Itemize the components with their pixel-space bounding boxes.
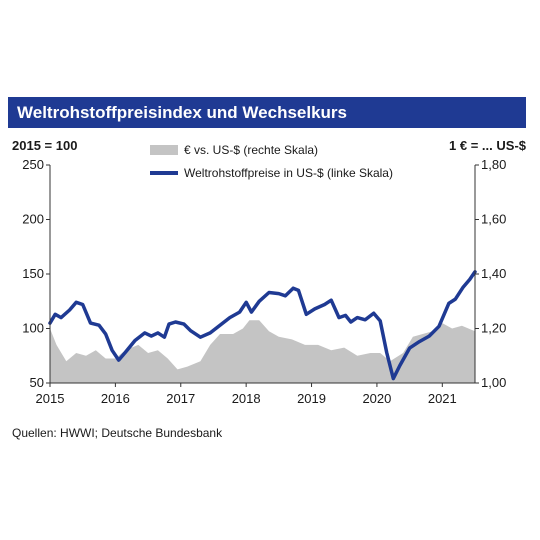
left-tick-label: 100	[22, 321, 44, 336]
left-tick-label: 50	[30, 375, 44, 390]
right-axis-unit: 1 € = ... US-$	[449, 138, 526, 153]
commodity-price-line	[48, 270, 477, 381]
title-bar: Weltrohstoffpreisindex und Wechselkurs	[8, 97, 526, 128]
legend-item-commodity-prices: Weltrohstoffpreise in US-$ (linke Skala)	[150, 165, 393, 180]
right-tick-label: 1,20	[481, 321, 506, 336]
right-tick-label: 1,60	[481, 212, 506, 227]
legend-swatch-line	[150, 170, 178, 175]
x-tick-label: 2015	[36, 391, 65, 406]
x-tick-label: 2021	[428, 391, 457, 406]
right-tick-label: 1,00	[481, 375, 506, 390]
left-tick-label: 250	[22, 157, 44, 172]
x-tick-label: 2020	[362, 391, 391, 406]
x-tick-label: 2019	[297, 391, 326, 406]
exchange-rate-area	[50, 320, 475, 383]
right-tick-label: 1,80	[481, 157, 506, 172]
source-note: Quellen: HWWI; Deutsche Bundesbank	[12, 426, 223, 440]
left-tick-label: 200	[22, 212, 44, 227]
x-tick-label: 2017	[166, 391, 195, 406]
right-tick-label: 1,40	[481, 266, 506, 281]
legend-label-commodity-prices: Weltrohstoffpreise in US-$ (linke Skala)	[184, 165, 393, 180]
left-axis-unit: 2015 = 100	[12, 138, 78, 153]
x-tick-label: 2018	[232, 391, 261, 406]
legend-label-exchange-rate: € vs. US-$ (rechte Skala)	[184, 142, 319, 157]
left-tick-label: 150	[22, 266, 44, 281]
legend-item-exchange-rate: € vs. US-$ (rechte Skala)	[150, 142, 318, 157]
legend-swatch-area	[150, 144, 178, 155]
chart-title: Weltrohstoffpreisindex und Wechselkurs	[17, 103, 347, 122]
x-tick-label: 2016	[101, 391, 130, 406]
